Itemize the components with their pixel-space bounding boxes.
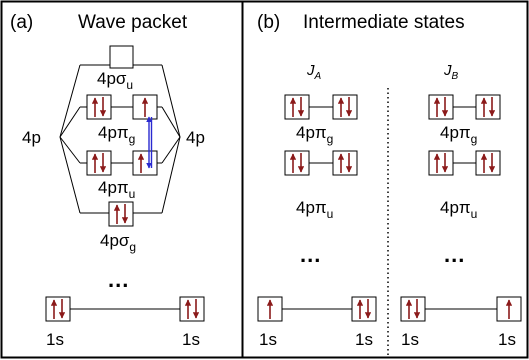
ja-pi-u-label: 4pπu	[296, 198, 333, 221]
pi-u-box-right	[132, 150, 158, 176]
panel-b-electron-arrows	[266, 97, 513, 319]
panel-b-frame	[241, 0, 529, 359]
core-1s-box-left	[45, 296, 71, 322]
sigma-u-label: 4pσu	[97, 69, 133, 92]
panel-b-title: Intermediate states	[303, 12, 465, 33]
sigma-g-box	[108, 201, 134, 227]
ja-pi-u-box-right	[332, 150, 358, 176]
jb-1s-left-label: 1s	[401, 330, 419, 349]
panel-a-tag: (a)	[10, 12, 33, 33]
jb-pi-g-box-left	[428, 94, 454, 120]
ja-pi-u-box-left	[284, 150, 310, 176]
panel-b-tag: (b)	[257, 12, 280, 33]
jb-ellipsis: ...	[444, 242, 465, 267]
ja-1s-right-label: 1s	[355, 330, 373, 349]
panel-a-ellipsis: ...	[108, 267, 129, 292]
correlation-lines	[59, 64, 182, 310]
jb-pi-u-box-right	[475, 150, 501, 176]
jb-pi-u-label: 4pπu	[440, 198, 477, 221]
ja-pi-g-box-left	[284, 94, 310, 120]
core-1s-box-right	[179, 296, 205, 322]
jb-1s-box-left	[400, 296, 426, 322]
column-ja-label: JA	[306, 62, 322, 82]
column-jb-label: JB	[443, 62, 459, 82]
jb-pi-g-label: 4pπg	[440, 123, 477, 146]
pi-g-label: 4pπg	[98, 123, 135, 146]
ja-1s-left-label: 1s	[259, 330, 277, 349]
ja-pi-g-label: 4pπg	[296, 123, 333, 146]
sigma-u-orbital-box	[109, 45, 134, 69]
panel-a-title: Wave packet	[78, 12, 188, 33]
excitation-arrow	[146, 116, 153, 169]
pi-u-label: 4pπu	[98, 178, 135, 201]
ja-1s-box-right	[351, 296, 377, 322]
atomic-4p-right-label: 4p	[186, 128, 205, 147]
panel-a-electron-arrows	[50, 97, 200, 319]
sigma-g-label: 4pσg	[100, 231, 136, 254]
core-1s-left-label: 1s	[46, 330, 64, 349]
ja-pi-g-box-right	[332, 94, 358, 120]
pi-g-box-left	[86, 94, 112, 120]
jb-pi-g-box-right	[475, 94, 501, 120]
atomic-4p-left-label: 4p	[22, 128, 41, 147]
pi-u-box-left	[86, 150, 112, 176]
jb-1s-right-label: 1s	[498, 330, 516, 349]
ja-ellipsis: ...	[300, 242, 321, 267]
core-1s-right-label: 1s	[182, 330, 200, 349]
jb-pi-u-box-left	[428, 150, 454, 176]
